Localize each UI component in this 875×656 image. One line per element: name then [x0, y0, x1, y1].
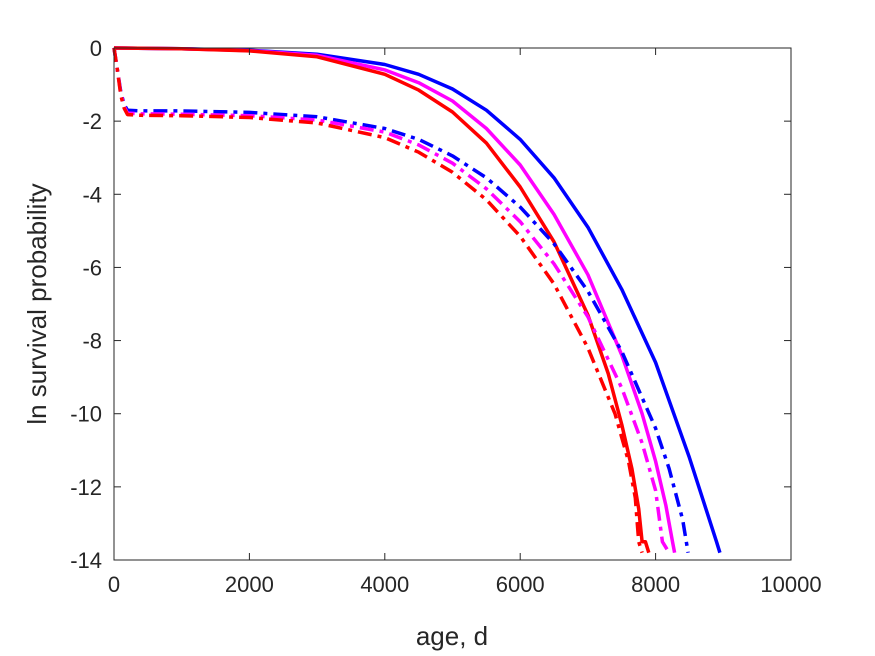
y-tick-label: -12	[70, 475, 102, 500]
y-tick-label: -4	[82, 182, 102, 207]
x-tick-label: 2000	[225, 572, 274, 597]
x-tick-label: 6000	[496, 572, 545, 597]
y-tick-label: -2	[82, 109, 102, 134]
y-axis-label: ln survival probability	[22, 183, 52, 424]
series-line-6	[112, 47, 644, 554]
series-line-3	[113, 46, 651, 554]
y-tick-label: -8	[82, 329, 102, 354]
x-axis-label: age, d	[416, 621, 488, 651]
x-tick-label: 10000	[760, 572, 821, 597]
y-tick-label: 0	[90, 36, 102, 61]
y-tick-label: -14	[70, 548, 102, 573]
plot-frame	[113, 47, 792, 561]
y-tick-label: -6	[82, 255, 102, 280]
plot-area	[114, 48, 791, 560]
y-tick-label: -10	[70, 402, 102, 427]
x-tick-label: 8000	[631, 572, 680, 597]
tick-layer: 0 2000 4000 6000 8000 10000 0 -2 -4 -6 -8 -10 -12 -14	[70, 36, 821, 597]
x-tick-label: 4000	[360, 572, 409, 597]
x-tick-label: 0	[108, 572, 120, 597]
series-layer	[112, 46, 722, 554]
